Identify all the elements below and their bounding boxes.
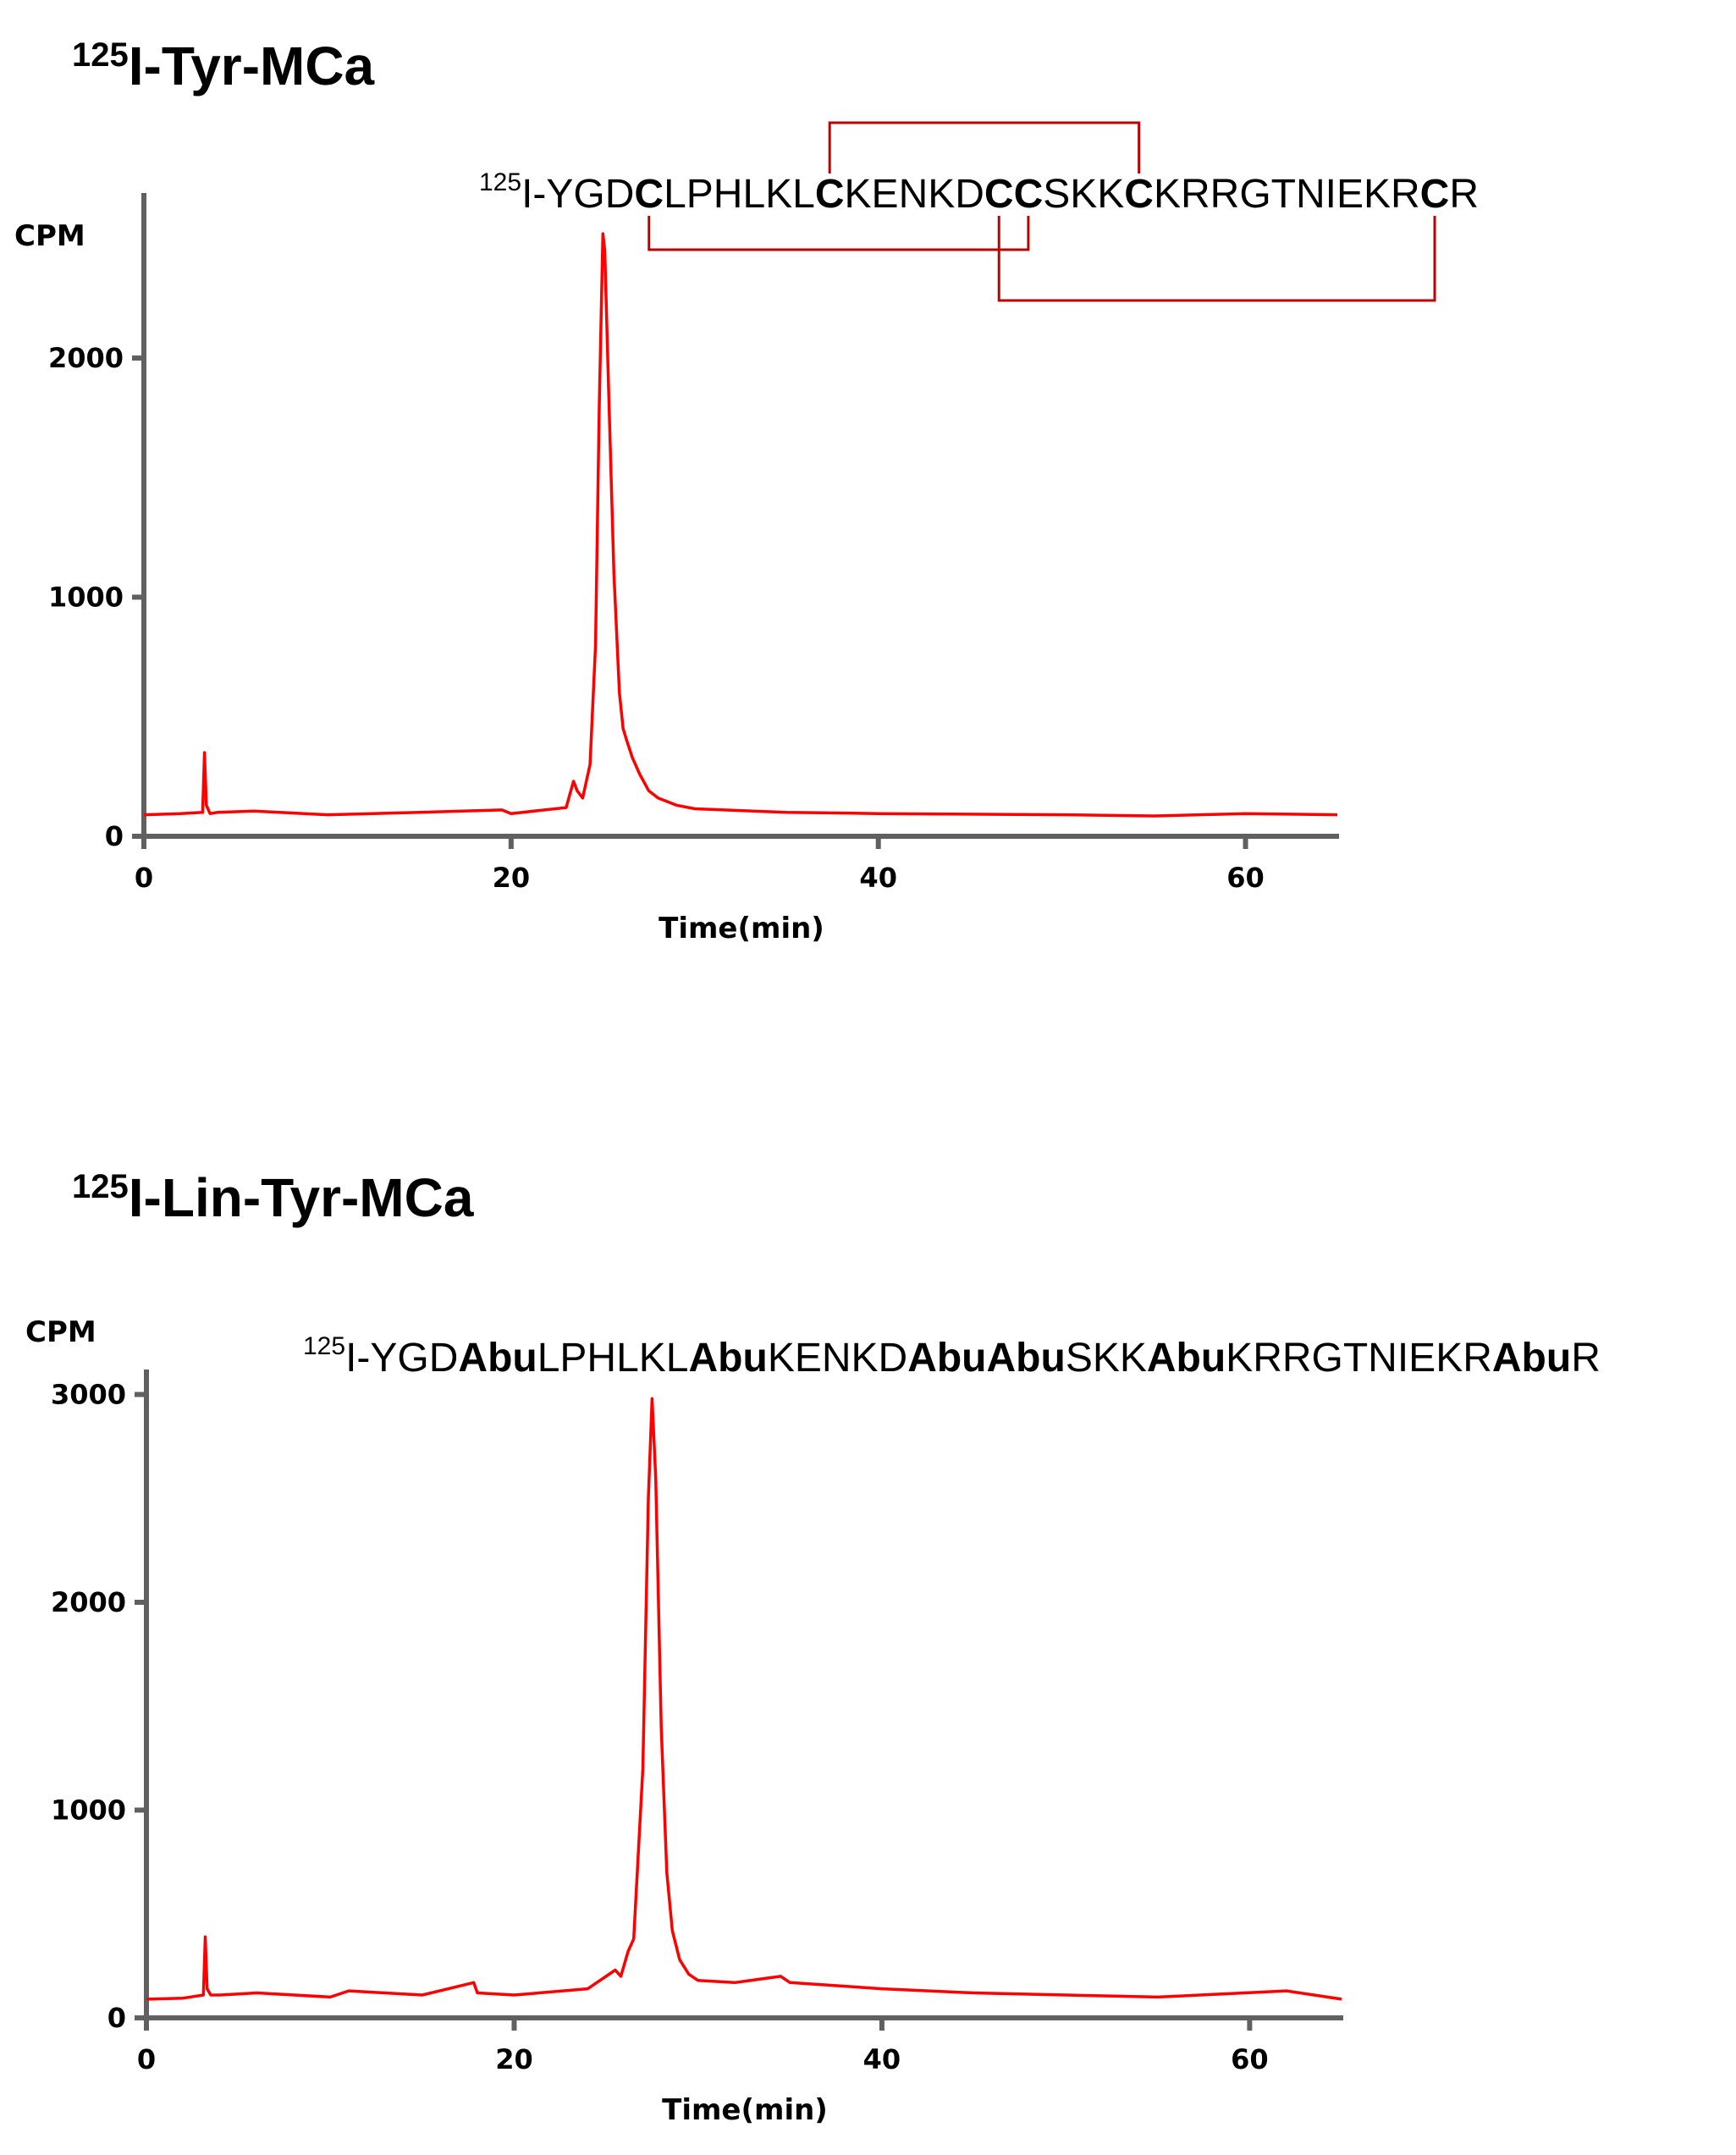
chart-panel-1: 125I-Tyr-MCa 125I-YGDCLPHLKLCKENKDCCSKKC…	[14, 36, 1479, 945]
x-tick-label: 20	[495, 2043, 533, 2075]
sequence-segment: KRRGTNIEKR	[1226, 1336, 1492, 1381]
y-axis-label-1: CPM	[14, 219, 85, 253]
y-tick-label: 2000	[48, 342, 124, 374]
disulfide-bond-bracket	[648, 216, 1030, 251]
peptide-sequence-2: 125I-YGDAbuLPHLKLAbuKENKDAbuAbuSKKAbuKRR…	[303, 1332, 1601, 1381]
chart-title-2-superscript: 125	[72, 1168, 129, 1205]
sequence-residue-highlight: C	[815, 172, 845, 217]
sequence-segment: KRRGTNIEKR	[1154, 172, 1420, 217]
sequence-segment: LPHLKL	[664, 172, 815, 217]
chart-title-2-text: I-Lin-Tyr-MCa	[129, 1167, 474, 1228]
x-tick-label: 60	[1231, 2043, 1269, 2075]
x-tick-label: 40	[859, 862, 897, 894]
x-ticks-2: 0 20 40 60	[137, 2018, 1269, 2075]
sequence-segment: SKK	[1043, 172, 1124, 217]
x-ticks-1: 0 20 40 60	[135, 836, 1265, 894]
sequence-segment: R	[1449, 172, 1479, 217]
sequence-segment: KENKD	[845, 172, 984, 217]
y-ticks-2: 0 1000 2000 3000	[51, 1379, 146, 2034]
series-line-1	[143, 232, 1338, 818]
y-tick-label: 0	[107, 2002, 126, 2034]
y-tick-label: 2000	[51, 1586, 126, 1618]
x-tick-label: 40	[863, 2043, 901, 2075]
sequence-residue-highlight: C	[1420, 172, 1450, 217]
x-axis-label-1: Time(min)	[659, 912, 824, 945]
x-tick-label: 60	[1226, 862, 1265, 894]
sequence-segment: I-YGD	[521, 172, 634, 217]
chart-panel-2: 125I-Lin-Tyr-MCa 125I-YGDAbuLPHLKLAbuKEN…	[25, 1167, 1601, 2127]
sequence-residue-highlight: C	[634, 172, 664, 217]
sequence-residue-highlight: Abu	[1492, 1336, 1571, 1381]
series-line-2	[146, 1397, 1342, 2001]
sequence-residue-highlight: Abu	[689, 1336, 768, 1381]
sequence-segment: LPHLKL	[537, 1336, 689, 1381]
sequence-residue-highlight: Abu	[1147, 1336, 1226, 1381]
chart-title-1-superscript: 125	[72, 36, 129, 74]
disulfide-bond-bracket	[828, 121, 1141, 174]
y-tick-label: 3000	[51, 1379, 126, 1411]
y-ticks-1: 0 1000 2000	[48, 342, 144, 852]
sequence-residue-highlight: C	[984, 172, 1014, 217]
chart-title-2: 125I-Lin-Tyr-MCa	[72, 1167, 474, 1228]
sequence-residue-highlight: Abu	[907, 1336, 986, 1381]
sequence-superscript: 125	[303, 1332, 345, 1360]
y-tick-label: 0	[105, 820, 124, 852]
sequence-residue-highlight: Abu	[458, 1336, 537, 1381]
peptide-sequence-1: 125I-YGDCLPHLKLCKENKDCCSKKCKRRGTNIEKRCR	[479, 168, 1479, 217]
x-tick-label: 20	[493, 862, 531, 894]
sequence-superscript: 125	[479, 168, 521, 196]
disulfide-bond-brackets-1	[648, 121, 1436, 302]
y-axis-label-2: CPM	[25, 1315, 96, 1349]
y-tick-label: 1000	[51, 1794, 126, 1827]
y-tick-label: 1000	[48, 581, 124, 614]
chart-title-1: 125I-Tyr-MCa	[72, 36, 375, 96]
x-axis-label-2: Time(min)	[662, 2093, 828, 2127]
sequence-segment: I-YGD	[345, 1336, 458, 1381]
x-tick-label: 0	[137, 2043, 156, 2075]
disulfide-bond-bracket	[997, 216, 1436, 302]
sequence-segment: KENKD	[768, 1336, 907, 1381]
sequence-residue-highlight: C	[1124, 172, 1154, 217]
x-tick-label: 0	[135, 862, 153, 894]
sequence-residue-highlight: C	[1014, 172, 1044, 217]
chart-title-1-text: I-Tyr-MCa	[129, 36, 375, 96]
sequence-segment: SKK	[1066, 1336, 1147, 1381]
sequence-segment: R	[1571, 1336, 1601, 1381]
sequence-residue-highlight: Abu	[987, 1336, 1066, 1381]
